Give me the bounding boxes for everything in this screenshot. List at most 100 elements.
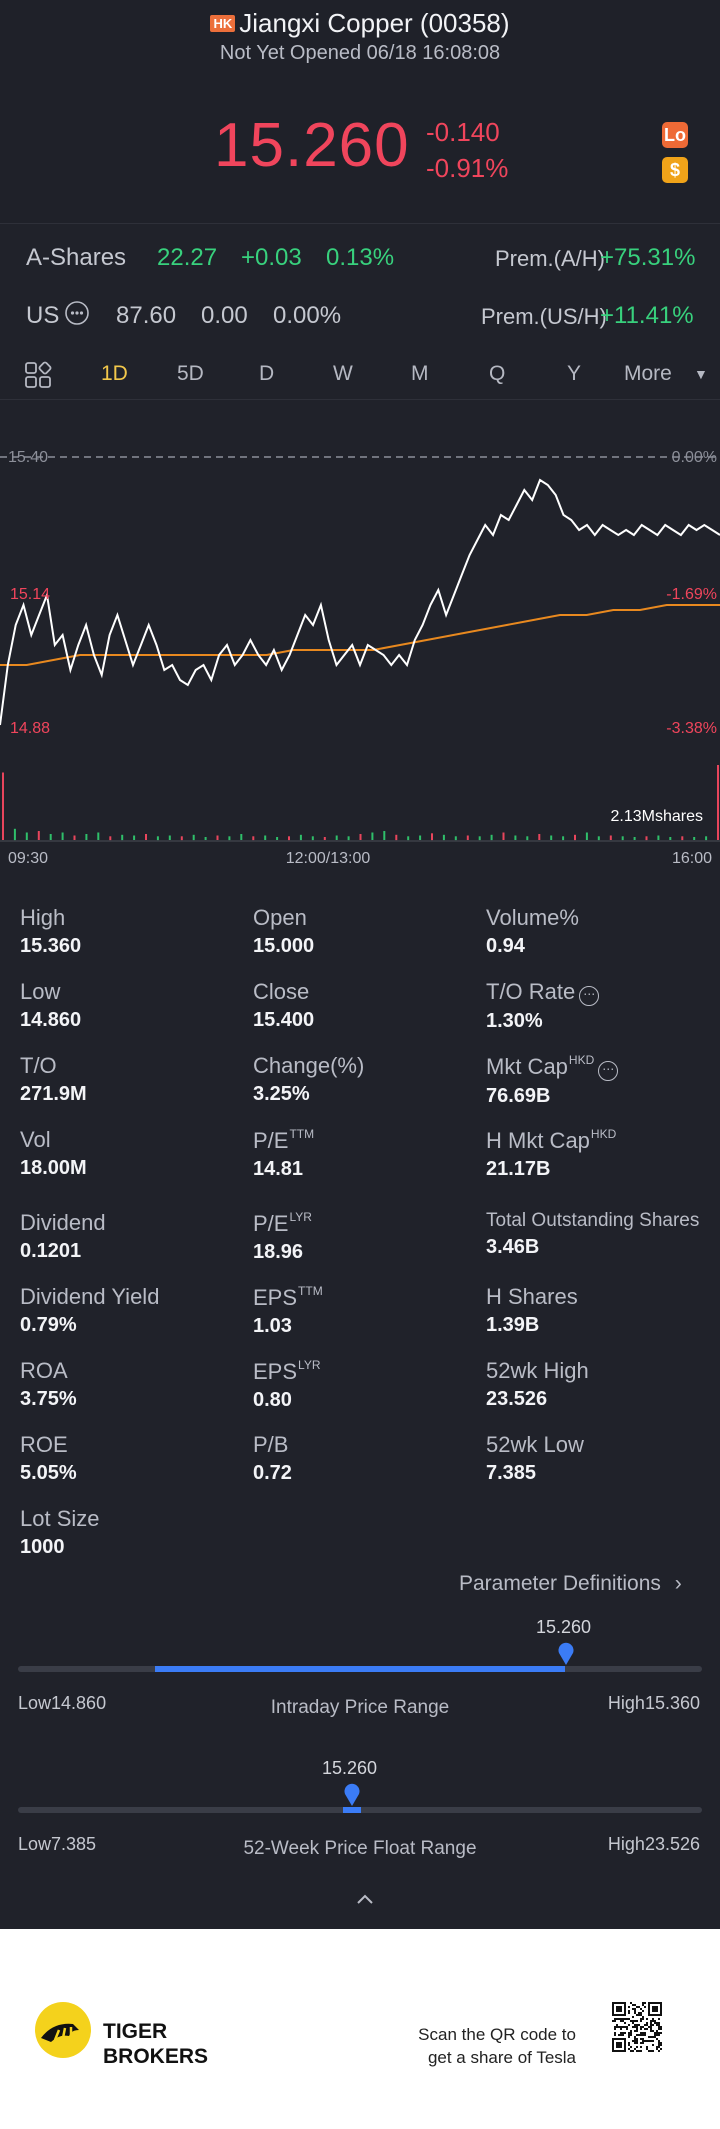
stat-cell: Open 15.000 [253,905,314,958]
chevron-down-icon[interactable]: ▼ [694,366,708,382]
stat-cell: T/O 271.9M [20,1053,87,1106]
chevron-up-icon[interactable] [355,1892,375,1906]
stat-label: Dividend Yield [20,1284,159,1310]
tab-w[interactable]: W [333,362,353,385]
qr-code-icon[interactable] [612,2002,662,2052]
x-label-mid: 12:00/13:00 [286,850,371,865]
stat-label-text: T/O Rate [486,979,576,1004]
chart-layout-icon[interactable] [24,361,52,395]
stat-label-text: High [20,905,66,930]
stat-label-text: H Shares [486,1284,578,1309]
stat-value: 14.81 [253,1158,304,1180]
stat-value: 271.9M [20,1083,87,1105]
stat-cell: P/ETTM 14.81 [253,1127,314,1181]
stat-cell: High 15.360 [20,905,81,958]
tab-m[interactable]: M [411,362,429,385]
stat-value: 15.400 [253,1009,315,1031]
stat-value: 3.25% [253,1083,310,1105]
week52-low-label: Low7.385 [18,1834,97,1854]
more-options-icon[interactable] [64,300,90,333]
stat-cell: T/O Rate ⋯ 1.30% [486,979,600,1033]
stat-cell: H Shares 1.39B [486,1284,578,1337]
volume-bar [431,833,433,841]
tab-q[interactable]: Q [489,362,506,385]
stat-value: 1.03 [253,1315,292,1337]
stat-value: 1.39B [486,1314,540,1336]
volume-bar [145,834,147,840]
volume-bar [109,836,112,841]
stat-value: 76.69B [486,1085,551,1107]
stat-value: 0.80 [253,1389,292,1411]
average-price-line [0,604,720,666]
stat-label-superscript: HKD [590,1127,617,1141]
us-h-premium-value: +11.41% [600,302,694,329]
volume-label: 2.13Mshares [611,808,704,825]
info-icon[interactable]: ⋯ [598,1061,619,1081]
intraday-high-label: High15.360 [607,1693,700,1713]
stat-value: 18.96 [253,1241,304,1263]
y-right-label-bottom: -3.38% [666,720,717,737]
volume-bar [562,836,565,841]
stat-label: P/B [253,1432,292,1458]
week52-range-track [18,1807,702,1813]
stat-cell: Low 14.860 [20,979,81,1032]
tab-d[interactable]: D [259,362,275,385]
tab-5d[interactable]: 5D [177,362,204,385]
stat-label: T/O Rate ⋯ [486,979,600,1006]
volume-bar [395,834,398,841]
tab-y[interactable]: Y [567,362,582,385]
stat-label: T/O [20,1053,87,1079]
tab-more[interactable]: More [624,362,672,385]
stat-cell: ROA 3.75% [20,1358,77,1411]
us-row[interactable]: US 87.60 0.00 0.00% Prem.(US/H) +11.41% [0,286,720,344]
volume-bar [633,837,636,840]
stat-label-superscript: LYR [289,1210,312,1224]
volume-bar [419,835,422,840]
volume-bar [25,832,28,840]
intraday-range-fill [154,1666,566,1672]
volume-bar [466,835,469,840]
a-shares-change-percent: 0.13% [326,244,395,271]
week52-range-title: 52-Week Price Float Range [243,1838,477,1859]
stat-label: P/ETTM [253,1127,314,1154]
tiger-logo-icon [35,2002,91,2058]
stock-title-row: HK Jiangxi Copper (00358) [0,8,720,39]
level-icon[interactable]: Lo [662,122,688,148]
volume-bar [2,772,4,840]
stat-label: Close [253,979,314,1005]
volume-bar [574,834,576,841]
stat-label-text: ROA [20,1358,68,1383]
tab-1d[interactable]: 1D [101,362,128,385]
volume-bar [693,837,696,840]
stat-value: 0.1201 [20,1240,82,1262]
volume-bar [252,836,255,841]
stat-label-text: P/E [253,1128,289,1153]
stat-value: 3.75% [20,1388,77,1410]
last-price: 15.260 [214,111,410,180]
volume-bar [121,834,124,841]
dollar-icon[interactable]: $ [662,157,688,183]
stat-label-superscript: TTM [289,1127,315,1141]
stat-value: 0.94 [486,935,525,957]
price-change: -0.140 [426,117,500,147]
volume-bar [454,836,457,841]
stat-label: High [20,905,81,931]
x-label-start: 09:30 [8,850,48,865]
qr-caption-line-2: get a share of Tesla [427,2048,576,2067]
stat-value: 18.00M [20,1157,87,1179]
stat-label-text: EPS [253,1285,298,1310]
volume-bar [550,835,553,840]
stat-cell: P/ELYR 18.96 [253,1210,312,1264]
volume-bar [478,836,481,841]
stat-cell: P/B 0.72 [253,1432,292,1485]
parameter-definitions-link[interactable]: Parameter Definitions › [459,1572,682,1596]
volume-bar [597,836,600,841]
info-icon[interactable]: ⋯ [579,986,600,1006]
stat-label-text: Open [253,905,307,930]
a-shares-row[interactable]: A-Shares 22.27 +0.03 0.13% Prem.(A/H) +7… [0,228,720,286]
volume-bar [407,836,410,841]
volume-bar [97,832,100,840]
stat-label-text: Lot Size [20,1506,100,1531]
intraday-chart[interactable]: 15.40 15.14 14.88 0.00% -1.69% -3.38% 2.… [0,405,720,867]
us-label: US [26,302,60,329]
